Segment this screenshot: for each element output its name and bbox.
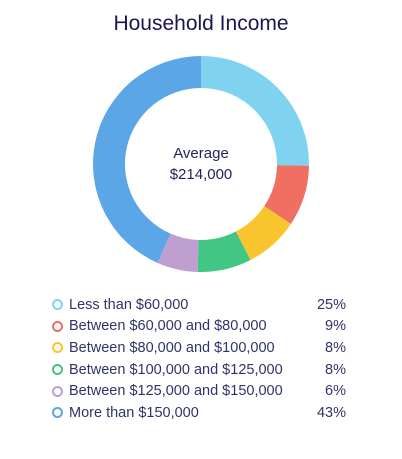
- legend-label: Less than $60,000: [69, 296, 189, 313]
- donut-slice-1: [201, 56, 309, 166]
- chart-legend: Less than $60,000 25% Between $60,000 and …: [52, 294, 346, 424]
- chart-title: Household Income: [113, 12, 289, 35]
- legend-label: More than $150,000: [69, 404, 199, 421]
- legend-value: 8%: [325, 361, 346, 378]
- legend-item: Less than $60,000 25%: [52, 294, 346, 316]
- legend-label: Between $100,000 and $125,000: [69, 361, 283, 378]
- donut-slice-3: [235, 206, 291, 260]
- legend-label: Between $80,000 and $100,000: [69, 339, 275, 356]
- legend-value: 43%: [316, 404, 346, 421]
- legend-item: Between $125,000 and $150,000 6%: [52, 380, 346, 402]
- donut-slice-4: [197, 231, 251, 272]
- legend-value: 9%: [325, 318, 346, 335]
- legend-value: 8%: [325, 339, 346, 356]
- legend-marker-icon: [52, 385, 63, 397]
- donut-slice-6: [93, 56, 201, 263]
- donut-chart: [93, 56, 309, 272]
- legend-item: Between $60,000 and $80,000 9%: [52, 316, 346, 338]
- legend-marker-icon: [52, 320, 63, 332]
- donut-slice-5: [157, 233, 199, 272]
- legend-label: Between $125,000 and $150,000: [69, 383, 283, 400]
- legend-value: 25%: [316, 296, 346, 313]
- legend-item: More than $150,000 43%: [52, 402, 346, 424]
- legend-item: Between $80,000 and $100,000 8%: [52, 337, 346, 359]
- legend-marker-icon: [52, 364, 63, 376]
- legend-label: Between $60,000 and $80,000: [69, 318, 267, 335]
- legend-item: Between $100,000 and $125,000 8%: [52, 359, 346, 381]
- legend-marker-icon: [52, 342, 63, 354]
- donut-slice-2: [264, 165, 309, 224]
- legend-marker-icon: [52, 407, 63, 419]
- legend-value: 6%: [325, 383, 346, 400]
- legend-marker-icon: [52, 299, 63, 311]
